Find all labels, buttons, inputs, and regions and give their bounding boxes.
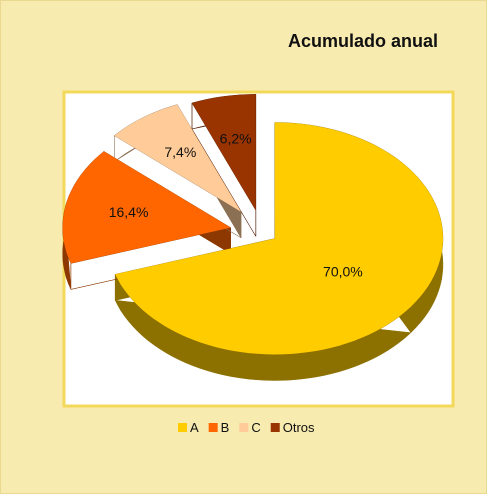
slice: [115, 122, 443, 355]
slice: [192, 94, 256, 211]
legend: A B C Otros: [178, 420, 315, 435]
legend-label: C: [251, 420, 260, 435]
legend-swatch: [270, 423, 280, 432]
legend-swatch: [178, 423, 187, 432]
data-label: 16,4%: [109, 204, 149, 220]
data-label: 70,0%: [323, 263, 363, 279]
data-label: 6,2%: [220, 130, 252, 146]
legend-label: A: [190, 420, 199, 435]
data-labels: 70,0% 16,4% 7,4% 6,2%: [109, 130, 363, 279]
legend-label: B: [221, 420, 230, 435]
legend-item: A: [178, 420, 199, 435]
data-label: 7,4%: [164, 144, 196, 160]
legend-item: B: [208, 420, 230, 435]
chart-title: Acumulado anual: [288, 31, 438, 51]
slice-tops: [62, 94, 443, 355]
slice: [62, 151, 231, 264]
legend-item: Otros: [270, 420, 315, 435]
slice: [114, 104, 242, 212]
legend-item: C: [239, 420, 261, 435]
legend-swatch: [239, 423, 249, 432]
legend-swatch: [208, 423, 218, 432]
legend-label: Otros: [283, 420, 315, 435]
